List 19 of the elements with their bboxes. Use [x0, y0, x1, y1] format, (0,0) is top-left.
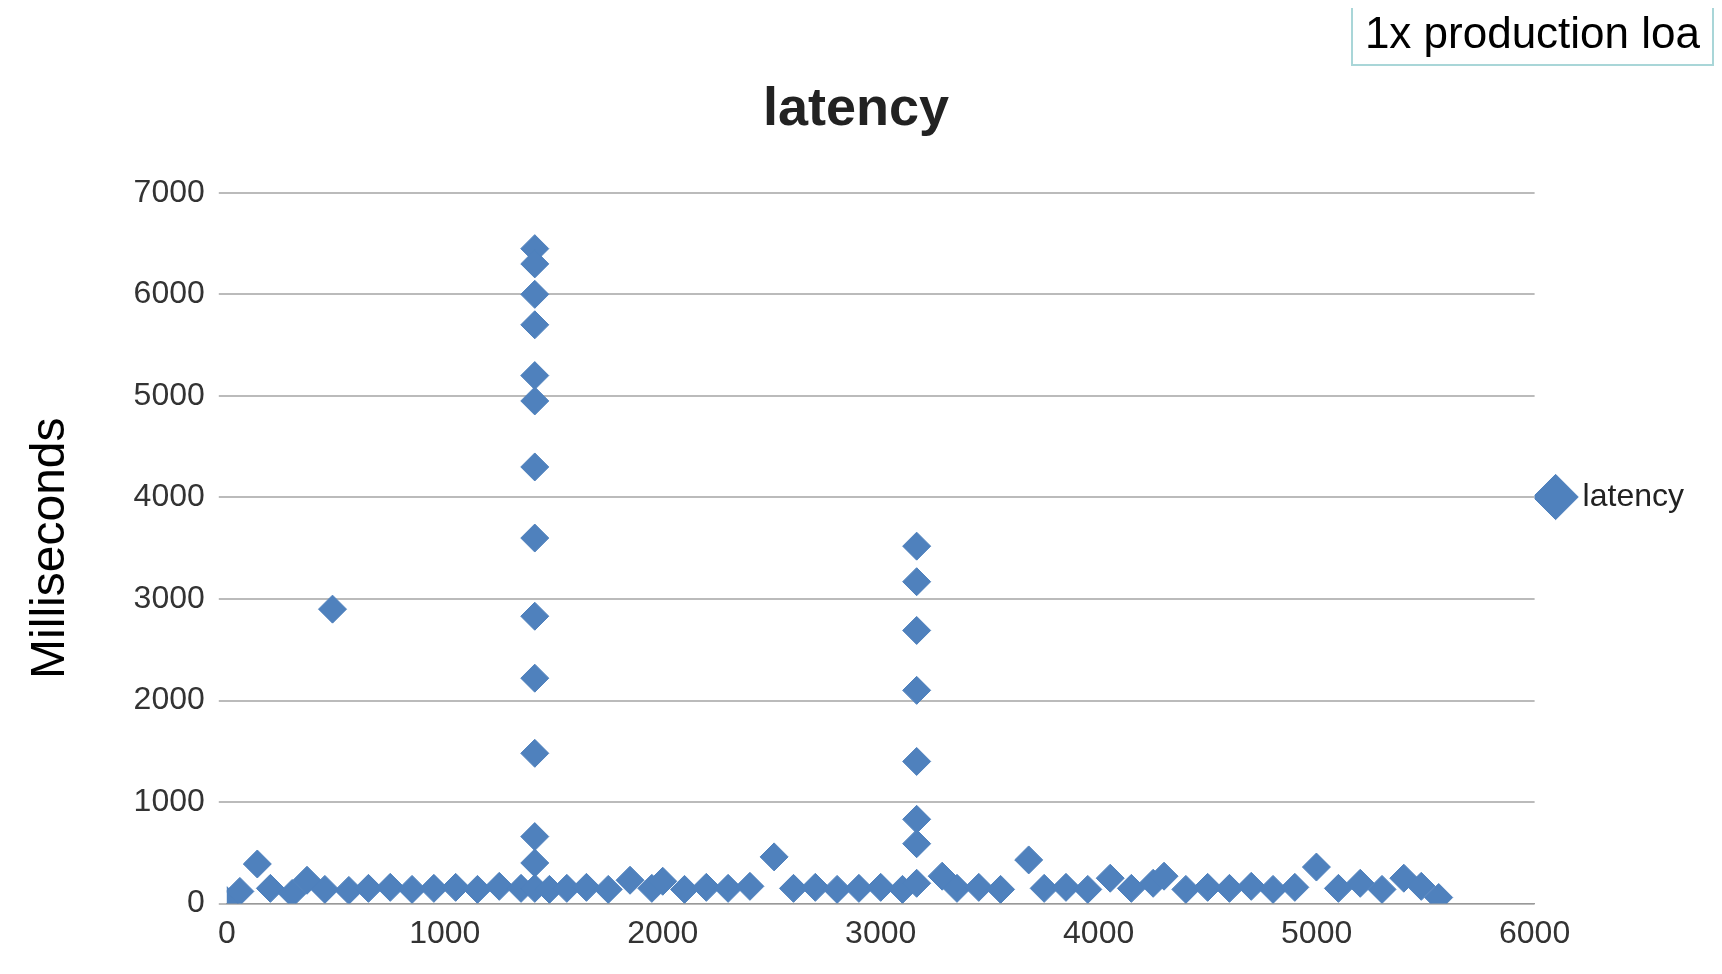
callout-box: 1x production loa: [1350, 8, 1714, 66]
x-tick-label: 3000: [845, 913, 917, 950]
y-axis-title: Milliseconds: [21, 417, 75, 679]
y-tick-label: 7000: [133, 172, 205, 209]
y-tick-label: 5000: [133, 375, 205, 412]
x-tick-label: 6000: [1499, 913, 1571, 950]
y-tick-label: 2000: [133, 680, 205, 717]
x-tick-label: 4000: [1063, 913, 1135, 950]
legend-label: latency: [1582, 476, 1684, 513]
x-tick-label: 1000: [409, 913, 481, 950]
y-tick-label: 3000: [133, 578, 205, 615]
y-tick-label: 4000: [133, 477, 205, 514]
y-tick-label: 0: [186, 883, 205, 920]
chart-title: latency: [762, 76, 950, 137]
x-tick-label: 5000: [1281, 913, 1353, 950]
x-tick-label: 2000: [627, 913, 699, 950]
x-tick-label: 0: [217, 913, 236, 950]
y-tick-label: 6000: [133, 274, 205, 311]
y-tick-label: 1000: [133, 781, 205, 818]
